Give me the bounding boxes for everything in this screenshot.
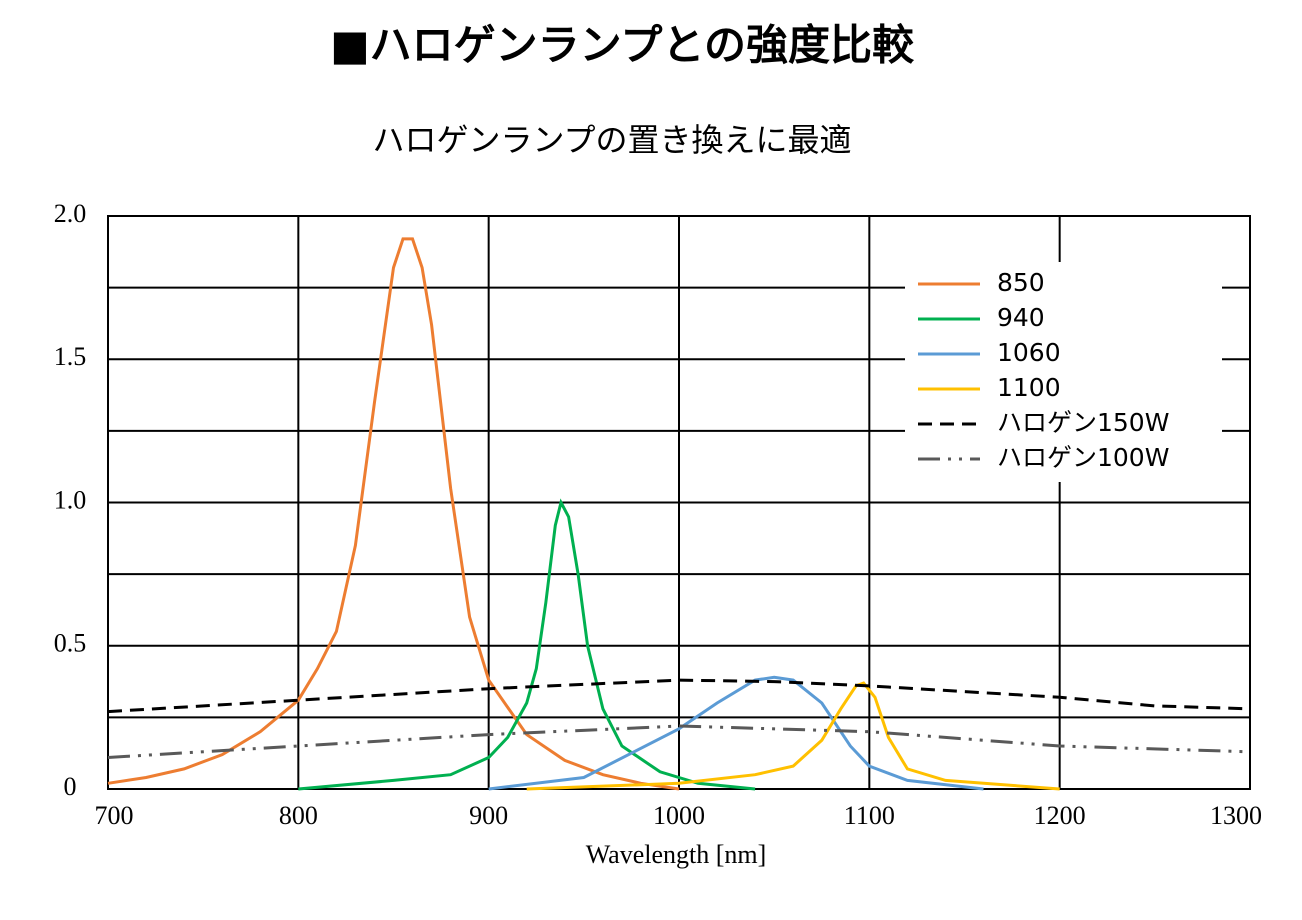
x-axis-label: Wavelength [nm] <box>586 840 767 869</box>
series-line <box>107 678 1251 714</box>
legend-label: 1100 <box>997 373 1061 402</box>
chart-title: ■ハロゲンランプとの強度比較 <box>330 21 915 70</box>
legend-label: 1060 <box>997 338 1061 367</box>
legend-label: 940 <box>997 303 1045 332</box>
legend-label: 850 <box>997 268 1045 297</box>
x-tick-label: 900 <box>469 801 508 830</box>
y-tick-label: 0.5 <box>54 629 87 658</box>
x-tick-label: 1200 <box>1034 801 1086 830</box>
y-tick-label: 0 <box>64 772 77 801</box>
legend-box <box>905 262 1222 482</box>
legend-label: ハロゲン100W <box>997 443 1169 472</box>
x-tick-label: 1300 <box>1210 801 1262 830</box>
series-line <box>526 681 1060 791</box>
series-line <box>107 237 680 791</box>
x-tick-label: 800 <box>279 801 318 830</box>
y-tick-label: 2.0 <box>54 199 87 228</box>
legend-label: ハロゲン150W <box>997 408 1169 437</box>
series-line <box>107 724 1251 759</box>
x-tick-label: 700 <box>95 801 134 830</box>
x-tick-label: 1100 <box>844 801 895 830</box>
y-tick-label: 1.5 <box>54 342 87 371</box>
series-line <box>488 675 984 791</box>
series-line <box>298 498 756 791</box>
chart-subtitle: ハロゲンランプの置き換えに最適 <box>372 121 851 159</box>
x-tick-label: 1000 <box>653 801 705 830</box>
y-tick-label: 1.0 <box>54 485 87 514</box>
